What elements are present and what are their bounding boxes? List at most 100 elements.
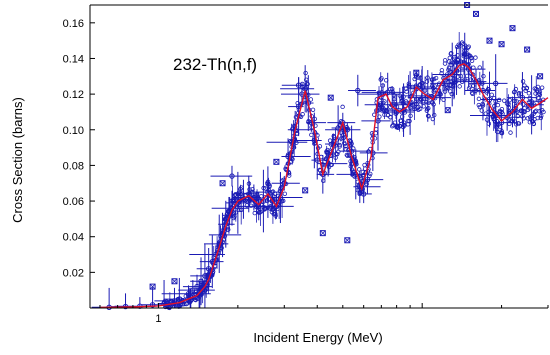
dense-data-point <box>502 98 507 103</box>
dense-data-point <box>495 102 501 108</box>
dense-data-point <box>390 90 396 95</box>
dense-data-point <box>385 112 391 118</box>
dense-data-point <box>426 106 431 111</box>
dense-data-point <box>202 288 208 294</box>
dense-data-point <box>408 113 413 119</box>
dense-data-point <box>295 100 300 106</box>
dense-data-point <box>508 130 513 135</box>
dense-data-point <box>251 195 257 200</box>
dense-data-point <box>177 296 183 302</box>
dense-data-point <box>421 104 426 109</box>
dense-data-point <box>537 92 543 98</box>
dense-data-point <box>466 54 471 59</box>
dense-data-point <box>290 126 295 132</box>
dense-data-point <box>263 195 268 200</box>
dense-data-point <box>343 143 348 149</box>
y-tick-label: 0.04 <box>63 232 84 244</box>
dense-data-point <box>309 132 314 138</box>
dense-data-point <box>431 76 437 82</box>
dense-data-point <box>364 181 369 187</box>
dense-data-point <box>306 119 311 125</box>
axes-layer <box>89 4 548 309</box>
outlier-point <box>498 41 505 48</box>
dense-data-point <box>267 184 272 190</box>
dense-data-point <box>377 114 382 119</box>
dense-data-point <box>497 112 503 117</box>
dense-data-point <box>526 91 532 96</box>
dense-data-point <box>182 301 187 307</box>
dense-data-point <box>399 99 404 104</box>
dense-data-point <box>184 301 189 307</box>
dense-data-point <box>476 102 481 108</box>
dense-data-point <box>328 162 334 167</box>
dense-data-point <box>304 84 309 90</box>
dense-data-point <box>256 208 261 214</box>
dense-data-point <box>444 72 450 77</box>
dense-data-point <box>455 74 460 80</box>
dense-data-point <box>415 75 421 80</box>
dense-data-point <box>321 178 326 183</box>
dense-data-point <box>323 156 328 162</box>
dense-data-point <box>448 69 454 74</box>
dense-data-point <box>161 299 167 304</box>
dense-data-point <box>232 192 238 198</box>
dense-data-point <box>539 107 545 113</box>
dense-data-point <box>494 119 500 124</box>
dense-data-point <box>249 196 255 201</box>
dense-data-point <box>452 56 457 62</box>
dense-data-point <box>491 117 496 122</box>
dense-data-point <box>398 118 403 123</box>
dense-data-point <box>236 190 241 196</box>
dense-data-point <box>379 106 385 112</box>
dense-data-point <box>522 83 527 88</box>
dense-data-point <box>261 185 266 191</box>
dense-data-point <box>464 48 469 53</box>
dense-data-point <box>410 102 415 108</box>
dense-data-point <box>408 105 413 110</box>
y-tick-label: 0.08 <box>63 160 84 172</box>
dense-data-point <box>431 102 436 107</box>
dense-data-point <box>466 86 472 91</box>
dense-data-point <box>312 116 317 122</box>
dense-data-point <box>401 120 407 125</box>
dense-data-point <box>441 97 446 102</box>
dense-data-point <box>529 99 534 104</box>
dense-data-point <box>430 116 436 122</box>
dense-data-point <box>225 208 231 214</box>
dense-data-point <box>362 162 367 168</box>
outlier-point <box>302 187 309 194</box>
dense-data-point <box>535 115 540 121</box>
dense-data-point <box>357 187 362 193</box>
dense-data-point <box>164 299 169 304</box>
outlier-point <box>219 180 226 187</box>
dense-data-point <box>351 169 356 174</box>
dense-data-point <box>448 89 453 94</box>
evaluation-curve-line <box>99 63 549 309</box>
dense-data-point <box>425 75 430 80</box>
dense-data-point <box>527 120 533 125</box>
dense-data-point <box>334 151 339 156</box>
outlier-point <box>319 230 326 237</box>
outlier-point <box>444 107 451 114</box>
dense-data-point <box>259 194 264 199</box>
dense-data-point <box>201 281 206 286</box>
dense-data-point <box>244 203 250 208</box>
dense-data-point <box>344 152 350 158</box>
dense-data-point <box>520 79 526 84</box>
dense-data-point <box>533 109 538 114</box>
dense-data-point <box>453 60 459 65</box>
dense-data-point <box>480 81 485 86</box>
dense-data-point <box>357 190 362 195</box>
dense-data-point <box>462 77 467 82</box>
dense-data-point <box>442 61 448 66</box>
dense-data-point <box>337 142 342 148</box>
dense-data-point <box>452 54 457 60</box>
dense-data-point <box>331 133 336 139</box>
dense-data-point <box>511 89 517 95</box>
dense-data-point <box>416 104 421 109</box>
dense-data-point <box>492 110 497 115</box>
dense-data-point <box>271 211 276 217</box>
y-tick-label: 0.06 <box>63 196 84 208</box>
dense-data-point <box>270 207 275 212</box>
